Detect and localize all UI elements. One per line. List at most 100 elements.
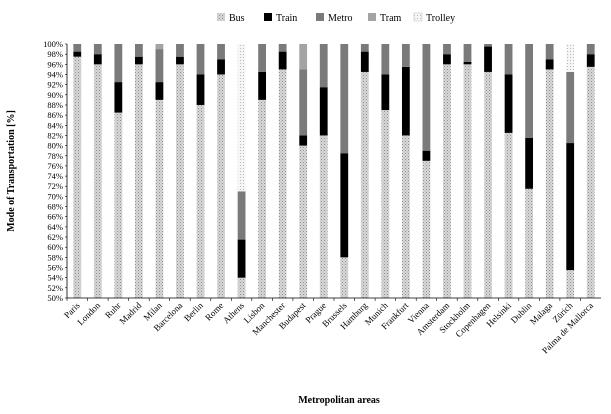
bar-segment-train-24: [545, 59, 554, 70]
bar-segment-bus-19: [443, 64, 451, 298]
legend-swatch-bus: [217, 13, 225, 21]
y-tick-label: 100%: [43, 39, 63, 49]
legend-label-tram: Tram: [380, 13, 402, 24]
bar-segment-tram-12: [299, 44, 308, 70]
y-tick-label: 96%: [47, 59, 63, 69]
bar-segment-metro-14: [340, 44, 349, 154]
bar-segment-bus-9: [237, 277, 246, 298]
y-tick-label: 62%: [47, 232, 63, 242]
bar-segment-metro-6: [176, 44, 184, 57]
x-tick-label: Athens: [221, 300, 246, 325]
legend-item-train: Train: [264, 13, 297, 24]
x-tick-label: Berlin: [182, 300, 205, 323]
bar-segment-train-16: [381, 74, 390, 111]
bar-segment-bus-23: [525, 188, 534, 298]
bar-segment-metro-21: [484, 44, 492, 47]
bar-segment-metro-24: [545, 44, 554, 60]
bar-segment-bus-5: [155, 99, 164, 298]
bar-segment-bus-13: [319, 135, 328, 298]
bar-segment-train-20: [463, 61, 472, 65]
bar-segment-metro-25: [566, 71, 575, 144]
y-tick-label: 60%: [47, 242, 63, 252]
bar-segment-metro-9: [237, 191, 246, 240]
bar-segment-train-1: [73, 51, 82, 57]
y-tick-label: 54%: [47, 273, 63, 283]
bar-segment-bus-11: [278, 69, 287, 299]
bar-segment-train-11: [278, 51, 287, 70]
y-tick-label: 72%: [47, 181, 63, 191]
legend-item-metro: Metro: [316, 13, 352, 24]
y-tick-label: 90%: [47, 90, 63, 100]
bar-segment-bus-25: [566, 270, 575, 298]
bar-segment-bus-2: [93, 64, 102, 298]
bar-segment-train-14: [340, 153, 349, 258]
y-tick-label: 70%: [47, 191, 63, 201]
bar-segment-train-7: [196, 74, 205, 105]
bar-segment-metro-20: [463, 44, 472, 62]
legend-label-metro: Metro: [328, 13, 352, 24]
y-tick-label: 64%: [47, 222, 63, 232]
legend: Bus Train Metro Tram Trolley: [217, 12, 455, 24]
y-axis-ticks: 50%52%54%56%58%60%62%64%66%68%70%72%74%7…: [43, 39, 67, 303]
bar-segment-metro-4: [134, 44, 143, 57]
x-tick-label: Madrid: [118, 300, 144, 326]
y-tick-label: 84%: [47, 120, 63, 130]
bar-segment-metro-7: [196, 44, 205, 75]
bar-segment-bus-15: [360, 71, 369, 298]
legend-item-trolley: Trolley: [413, 12, 455, 24]
bar-segment-bus-16: [381, 110, 390, 298]
bar-segment-metro-19: [443, 44, 451, 55]
legend-swatch-tram: [368, 13, 376, 21]
y-axis-title: Mode of Transportation [%]: [6, 110, 17, 232]
bar-segment-train-9: [237, 239, 246, 278]
legend-label-trolley: Trolley: [426, 13, 455, 24]
bar-segment-metro-16: [381, 44, 390, 75]
bar-segment-metro-3: [114, 44, 123, 83]
y-tick-label: 82%: [47, 130, 63, 140]
bar-segment-tram-5: [155, 44, 164, 50]
bar-segment-train-8: [217, 59, 225, 75]
y-tick-label: 52%: [47, 283, 63, 293]
legend-swatch-metro: [316, 13, 324, 21]
y-tick-label: 78%: [47, 151, 63, 161]
bar-segment-bus-14: [340, 257, 349, 298]
bar-segment-train-23: [525, 137, 534, 189]
y-tick-label: 58%: [47, 252, 63, 262]
bar-segment-train-19: [443, 54, 451, 65]
bar-segment-train-26: [586, 54, 595, 67]
bar-segment-train-21: [484, 46, 492, 72]
bar-segment-metro-23: [525, 44, 534, 138]
x-tick-label: London: [75, 300, 102, 327]
bar-segment-bus-21: [484, 71, 492, 298]
bar-segment-metro-12: [299, 69, 308, 136]
bar-segment-bus-24: [545, 69, 554, 299]
bar-segment-train-3: [114, 82, 123, 113]
bar-segment-train-13: [319, 87, 328, 136]
bar-segment-metro-26: [586, 44, 595, 55]
bar-segment-bus-8: [217, 74, 225, 298]
bar-segment-bus-20: [463, 64, 472, 298]
bar-segment-bus-6: [176, 64, 184, 298]
bars-group: [73, 44, 595, 299]
bar-segment-train-18: [422, 150, 431, 161]
bar-segment-train-5: [155, 82, 164, 100]
y-tick-label: 94%: [47, 70, 63, 80]
bar-segment-metro-5: [155, 49, 164, 83]
bar-segment-metro-13: [319, 44, 328, 88]
legend-item-tram: Tram: [368, 13, 402, 24]
bar-segment-train-17: [401, 66, 410, 136]
bar-segment-trolley-9: [237, 44, 246, 192]
y-tick-label: 86%: [47, 110, 63, 120]
legend-label-train: Train: [276, 13, 297, 24]
y-tick-label: 50%: [47, 293, 63, 303]
y-tick-label: 74%: [47, 171, 63, 181]
legend-swatch-trolley: [413, 12, 423, 22]
bar-segment-train-6: [176, 56, 184, 65]
bar-segment-train-2: [93, 54, 102, 65]
bar-segment-train-12: [299, 135, 308, 146]
bar-segment-bus-22: [504, 132, 513, 298]
y-tick-label: 98%: [47, 49, 63, 59]
bar-segment-bus-26: [586, 66, 595, 298]
